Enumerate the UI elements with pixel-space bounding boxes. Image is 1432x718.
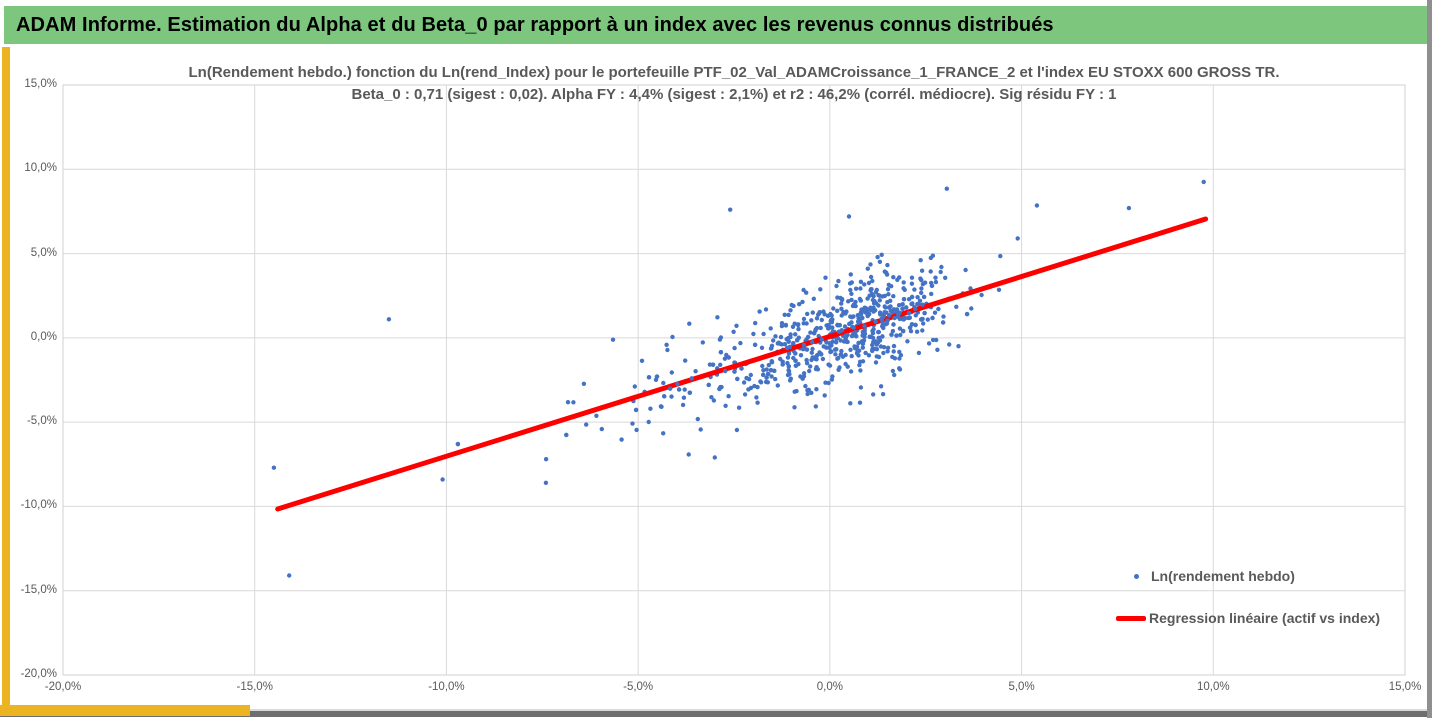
chart-title-line2: Beta_0 : 0,71 (sigest : 0,02). Alpha FY … <box>351 86 1117 103</box>
legend-label-scatter: Ln(rendement hebdo) <box>1151 568 1295 584</box>
bottom-gold-accent-bar <box>0 705 250 716</box>
right-window-edge <box>1427 0 1432 718</box>
scatter-series-marker-icon <box>1134 573 1139 579</box>
bottom-window-edge <box>0 711 1432 717</box>
bottom-divider-line <box>0 709 1432 711</box>
x-tick-label: 10,0% <box>1196 681 1230 693</box>
x-tick-label: -15,0% <box>236 681 273 693</box>
y-tick-label: -15,0% <box>20 583 57 596</box>
x-tick-label: -5,0% <box>623 681 654 693</box>
x-tick-label: 5,0% <box>1008 681 1035 693</box>
regression-series-marker-icon <box>1116 615 1146 621</box>
chart-title-line1: Ln(Rendement hebdo.) fonction du Ln(rend… <box>188 64 1280 81</box>
report-title: ADAM Informe. Estimation du Alpha et du … <box>16 13 1054 36</box>
legend-label-regression: Regression linéaire (actif vs index) <box>1149 610 1381 626</box>
header-band: ADAM Informe. Estimation du Alpha et du … <box>4 6 1427 44</box>
y-tick-label: 10,0% <box>24 162 57 175</box>
x-tick-label: 15,0% <box>1388 681 1422 693</box>
y-tick-label: -20,0% <box>20 668 57 680</box>
legend-item-regression[interactable]: Regression linéaire (actif vs index) <box>1116 608 1380 628</box>
left-gold-accent-bar <box>2 47 10 707</box>
legend-item-scatter[interactable]: Ln(rendement hebdo) <box>1116 566 1380 586</box>
y-tick-label: -5,0% <box>26 415 57 428</box>
chart-legend[interactable]: Ln(rendement hebdo) Regression linéaire … <box>1116 566 1380 650</box>
x-tick-label: -10,0% <box>428 681 465 693</box>
y-tick-label: 5,0% <box>30 246 57 259</box>
y-tick-label: 0,0% <box>30 330 57 343</box>
y-tick-label: 15,0% <box>24 78 57 90</box>
x-tick-label: -20,0% <box>44 681 82 693</box>
chart-title: Ln(Rendement hebdo.) fonction du Ln(rend… <box>63 62 1405 106</box>
y-tick-label: -10,0% <box>20 499 57 512</box>
x-tick-label: 0,0% <box>816 681 843 693</box>
